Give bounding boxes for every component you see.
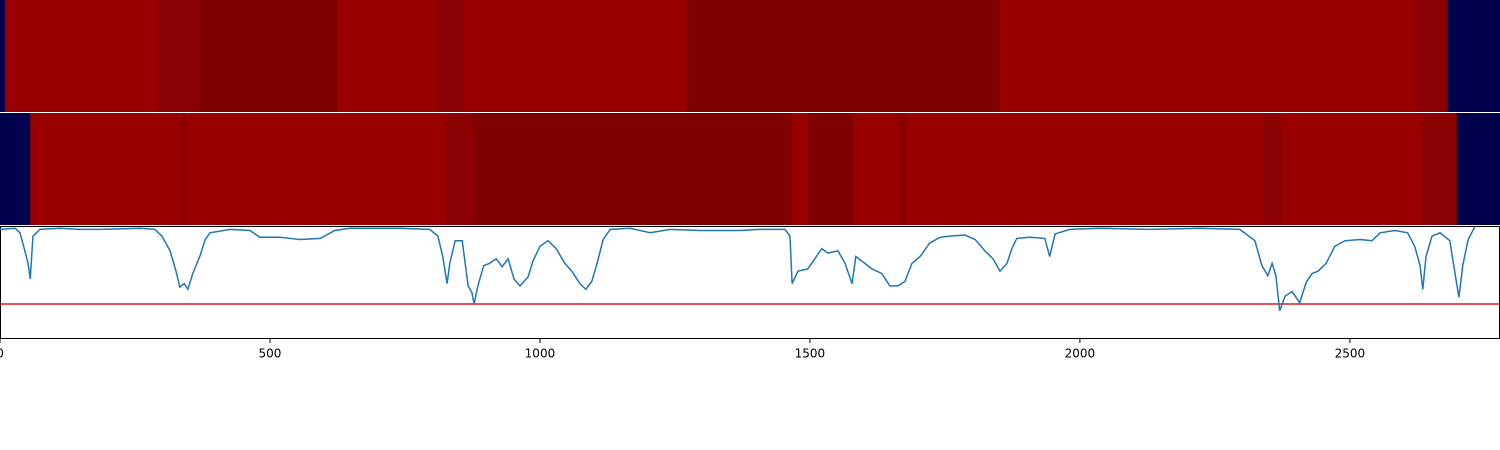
x-tick-label: 1500 xyxy=(795,347,826,361)
heatmap-cell xyxy=(0,0,6,112)
data-line xyxy=(0,226,1476,312)
heatmap-cell xyxy=(686,0,1001,112)
heatmap-cell xyxy=(1421,113,1458,225)
heatmap-cell xyxy=(181,113,186,225)
x-tick-label: 0 xyxy=(0,347,4,361)
heatmap-cell xyxy=(435,0,465,112)
heatmap-cell xyxy=(336,0,437,112)
heatmap-cell xyxy=(463,0,688,112)
heatmap-cell xyxy=(185,113,447,225)
plot-frame xyxy=(0,226,1500,339)
x-tick-label: 500 xyxy=(259,347,282,361)
heatmap-cell xyxy=(792,113,809,225)
x-tick-label: 2500 xyxy=(1335,347,1366,361)
heatmap-cell xyxy=(1280,113,1423,225)
heatmap-cell xyxy=(157,0,201,112)
heatmap-cell xyxy=(1456,113,1500,225)
heatmap-cell xyxy=(853,113,899,225)
x-tick-label: 2000 xyxy=(1065,347,1096,361)
x-tick-label: 1000 xyxy=(525,347,556,361)
heatmap-cell xyxy=(199,0,338,112)
heatmap-cell xyxy=(1264,113,1282,225)
heatmap-cell xyxy=(30,113,183,225)
heatmap-cell xyxy=(807,113,854,225)
heatmap-cell xyxy=(0,113,31,225)
heatmap-cell xyxy=(897,113,906,225)
heatmap-cell xyxy=(904,113,1265,225)
heatmap-cell xyxy=(474,113,793,225)
heatmap-cell xyxy=(1447,0,1500,112)
heatmap-cell xyxy=(1415,0,1449,112)
heatmap-cell xyxy=(1000,0,1417,112)
heatmap-cell xyxy=(446,113,475,225)
heatmap-cell xyxy=(4,0,158,112)
